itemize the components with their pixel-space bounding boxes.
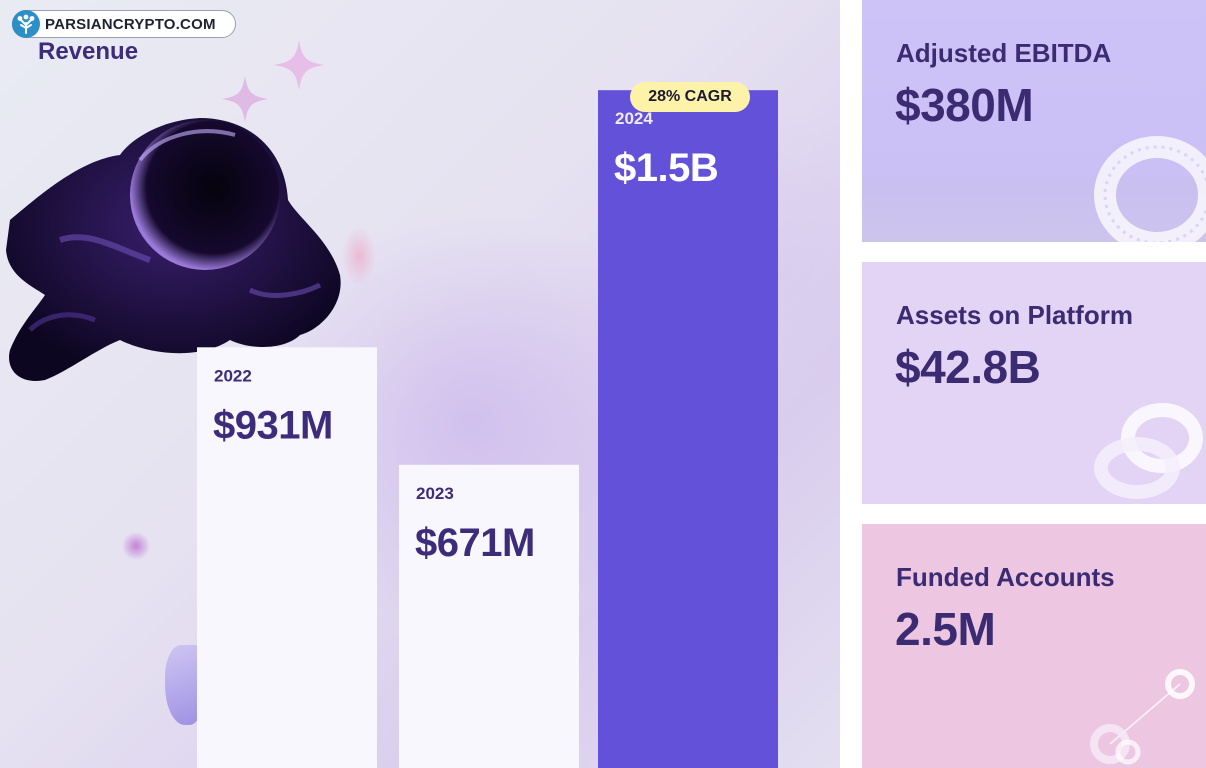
revenue-panel: 2022 $931M 2023 $671M 2024 $1.5B 28% CAGR Rev… [0,0,840,768]
accounts-label: Funded Accounts [896,562,1115,592]
sparkle-icon [274,40,324,90]
bar-category-label: 2024 [615,109,653,128]
accounts-card: Funded Accounts 2.5M [862,524,1206,768]
bar-category-label: 2022 [214,366,252,385]
bar-2024 [598,90,778,768]
bar-2023 [399,464,579,768]
bar-value-label: $931M [213,403,333,447]
ebitda-card: Adjusted EBITDA $380M [862,0,1206,242]
ebitda-value: $380M [895,79,1034,131]
chart-title: Revenue [38,38,139,65]
tree-logo-icon [12,10,40,38]
sparkle-icon [221,75,269,123]
assets-label: Assets on Platform [896,300,1133,330]
glow-orb [342,226,376,286]
glass-knot-illustration [1094,403,1203,499]
glow-orb [122,532,150,560]
astronaut-illustration [6,118,341,381]
cagr-badge: 28% CAGR [630,82,750,112]
bar-category-label: 2023 [416,484,454,503]
assets-value: $42.8B [895,341,1041,393]
assets-card: Assets on Platform $42.8B [862,262,1206,504]
bar-value-label: $671M [415,521,535,565]
bar-2022 [197,347,377,768]
bar-value-label: $1.5B [614,146,718,190]
ebitda-label: Adjusted EBITDA [896,38,1112,68]
revenue-bar-chart: 2022 $931M 2023 $671M 2024 $1.5B [197,90,778,768]
accounts-value: 2.5M [895,603,996,655]
molecule-illustration [1090,669,1195,765]
ring-illustration [1094,136,1206,242]
watermark-badge: PARSIANCRYPTO.COM [12,10,236,38]
watermark-text: PARSIANCRYPTO.COM [45,15,216,33]
